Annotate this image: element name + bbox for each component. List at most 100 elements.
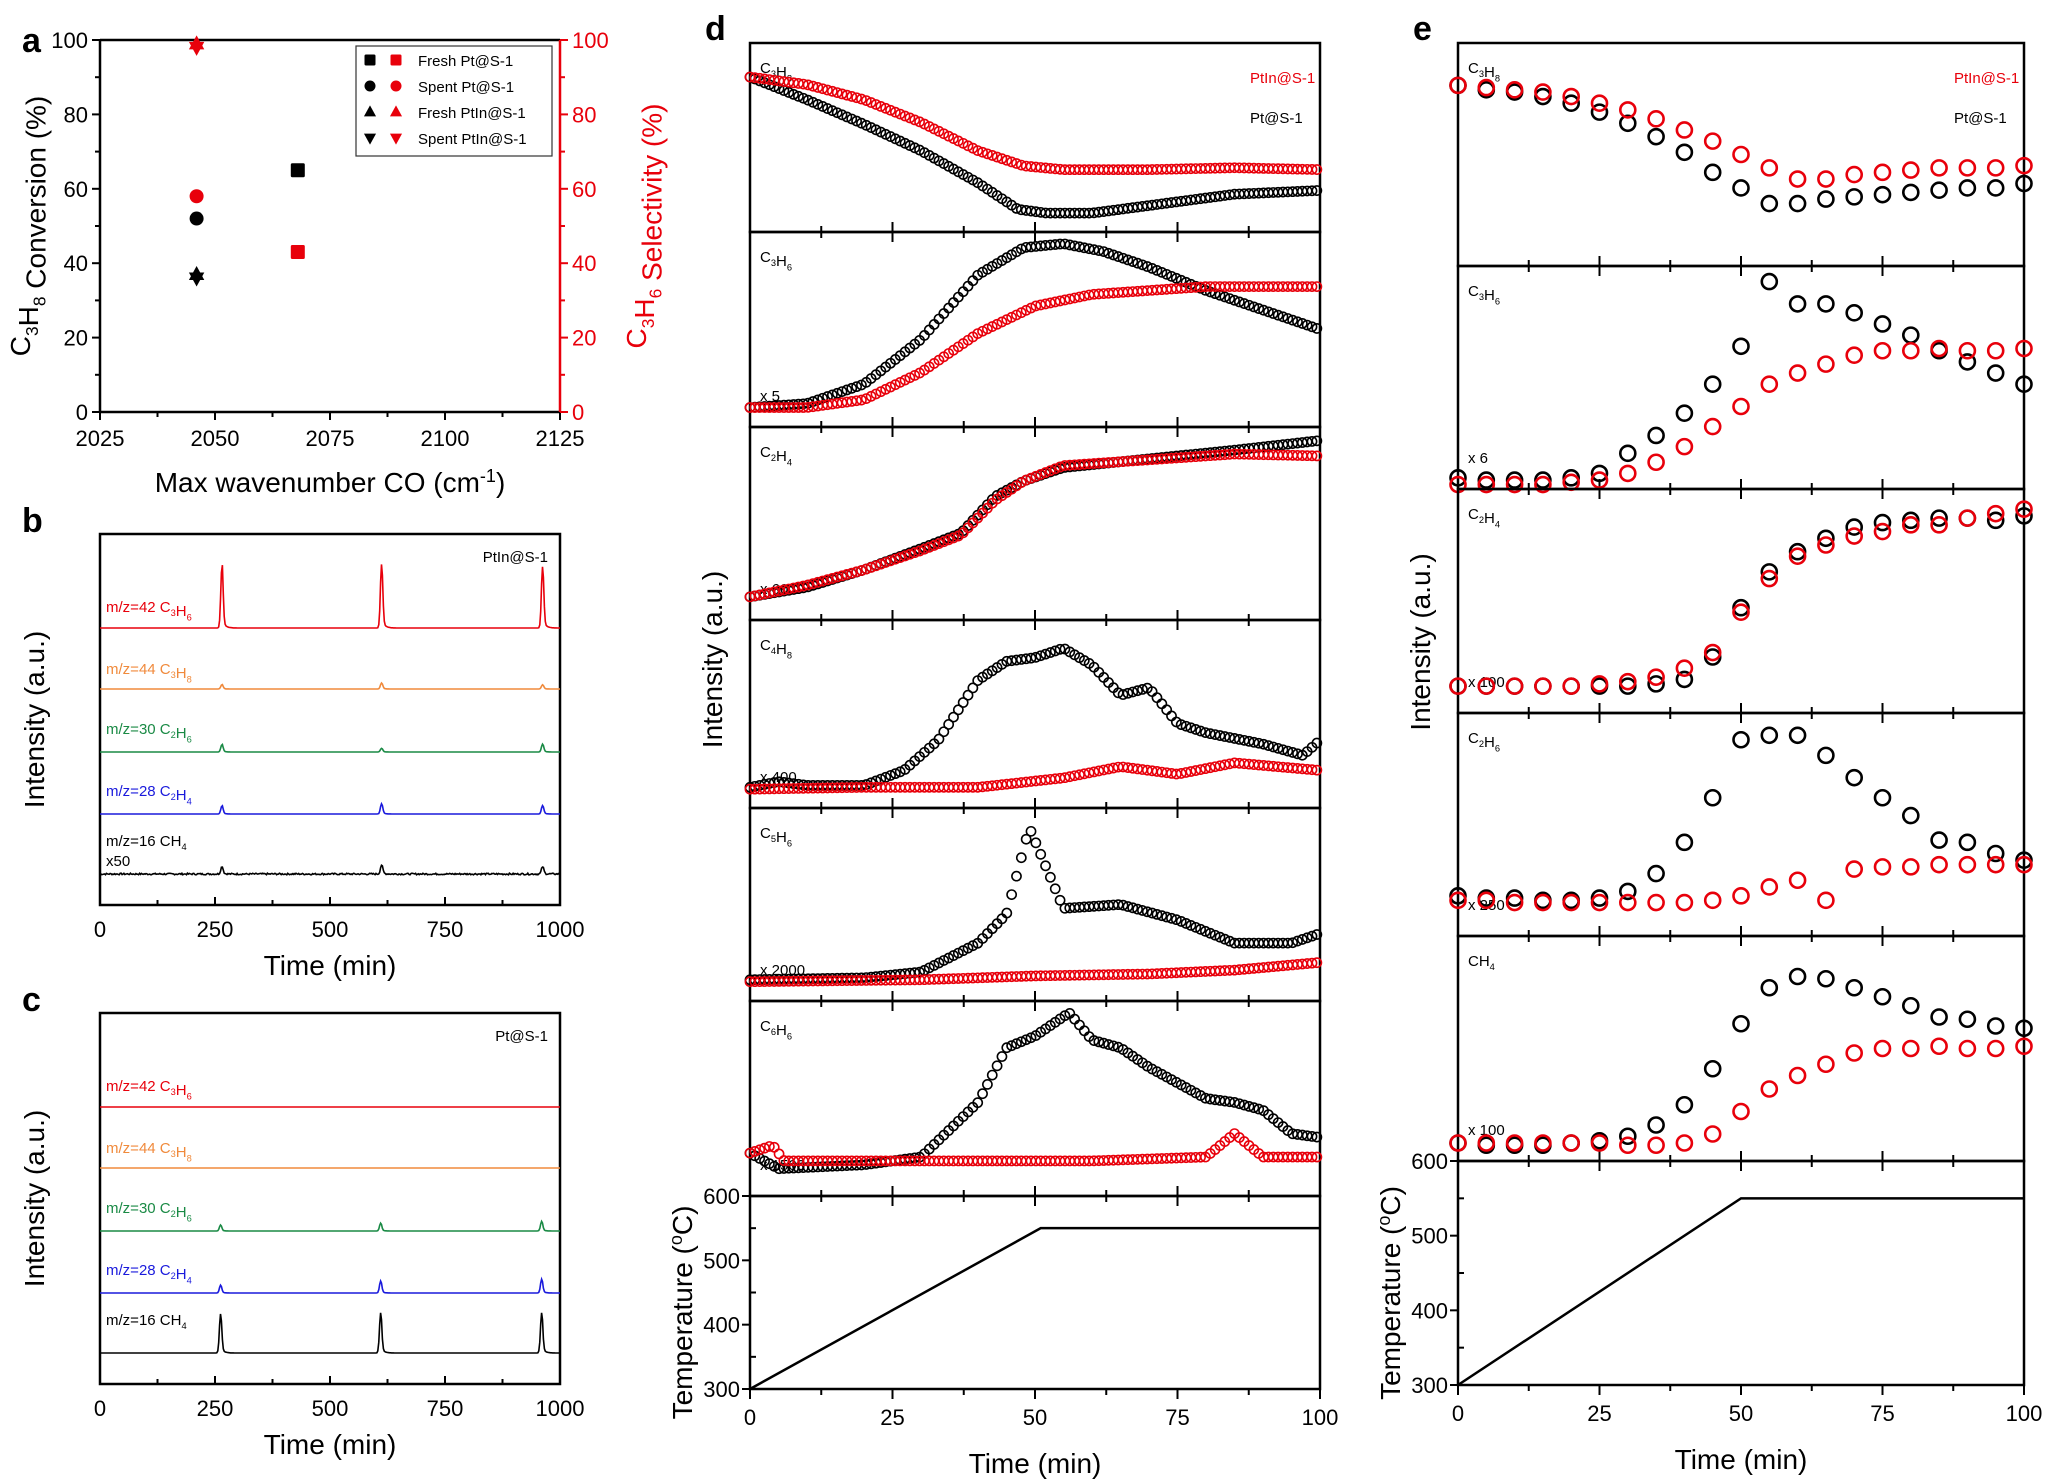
data-point [1272,742,1284,754]
data-point [1449,677,1467,695]
y-right-tick-label: 20 [572,326,596,351]
data-point [875,773,887,785]
data-point [943,719,955,730]
data-point [1049,296,1061,308]
data-point [1093,765,1105,777]
data-point [1986,159,2005,177]
subplot-temperature: 0 25 50 75 100 300 400 500 600 Time (min) Temperat… [666,1184,1338,1479]
data-point [1930,339,1948,358]
data-point [1219,933,1231,945]
data-point [1703,417,1722,436]
data-point [1204,728,1216,740]
data-point [1534,893,1552,912]
species-label: CH4 [1468,953,1495,972]
data-point [1093,1036,1105,1048]
data-point [1137,259,1148,271]
data-point [1732,1014,1750,1033]
data-point [1958,509,1977,527]
data-point [967,682,979,694]
x-axis-title: Time (min) [264,950,397,981]
data-point [1534,677,1552,695]
data-point [807,96,819,108]
data-point [894,108,906,120]
trace-label: m/z=28 C2H4 [106,1262,192,1285]
legend-pt: Pt@S-1 [1954,110,2007,127]
trace-label: m/z=42 C3H6 [106,1078,192,1101]
data-point [1306,1131,1318,1142]
data-point [1562,677,1580,695]
data-point [1534,1134,1552,1152]
data-point [1166,912,1177,924]
x-tick-label: 2125 [536,426,585,451]
data-point [1873,987,1892,1006]
data-point [1311,1131,1323,1143]
panel-label-c: c [22,981,41,1019]
data-point [1873,788,1892,807]
data-point [1156,266,1168,278]
data-point [1930,1037,1948,1056]
data-point [1788,547,1807,566]
ms-trace [100,564,560,629]
data-point [957,697,969,708]
data-point [1030,300,1042,312]
data-point [1590,464,1609,483]
data-point [1044,297,1056,309]
data-point [1185,722,1197,734]
data-point [2015,156,2033,175]
data-point [1930,855,1948,874]
x-tick-label: 50 [1023,1405,1047,1430]
data-point [1760,159,1779,177]
data-point [1001,1042,1013,1054]
data-point [1817,891,1835,910]
data-point [1044,647,1056,658]
data-point [1902,341,1920,360]
data-point [1229,294,1240,306]
data-point [1006,1040,1018,1052]
panel-label-b: b [22,502,43,540]
data-point [1930,181,1948,199]
data-point [1011,1038,1022,1050]
data-point [880,102,892,114]
x-tick-label: 50 [1729,1401,1753,1426]
data-point [1006,889,1018,901]
temperature-line [1457,1197,2024,1387]
data-point [1760,726,1779,745]
data-point [1044,871,1056,883]
data-point [1277,744,1289,756]
data-point [1732,887,1750,905]
data-point [1054,295,1066,307]
data-point [938,536,950,548]
data-point [1311,164,1323,175]
trace-label: m/z=30 C2H6 [106,1200,192,1223]
data-point [1103,247,1114,259]
data-point [836,109,848,121]
data-point [1788,295,1807,313]
data-point [1011,202,1022,214]
data-point [1190,921,1202,933]
data-point [1703,1059,1722,1078]
data-point [1732,730,1750,749]
x-tick-label: 750 [427,1396,464,1421]
data-point [1930,159,1948,177]
data-point [1958,179,1977,197]
data-point [977,146,988,158]
data-point [846,382,858,394]
data-point [1282,313,1294,324]
data-point [831,107,843,119]
data-point [841,569,853,580]
data-point [1675,1134,1694,1152]
data-point [1590,1134,1609,1152]
data-point [1675,670,1694,689]
subplot-frame [1456,41,2026,268]
data-point [1078,1025,1090,1037]
data-point [1248,301,1260,313]
data-point [1845,768,1863,787]
data-point [1760,569,1779,588]
data-point [1059,772,1071,784]
data-point [948,711,959,723]
data-point [1040,467,1051,478]
data-point [1449,76,1467,95]
data-point [1127,256,1139,267]
data-point [1040,860,1051,872]
data-point [1590,471,1609,489]
